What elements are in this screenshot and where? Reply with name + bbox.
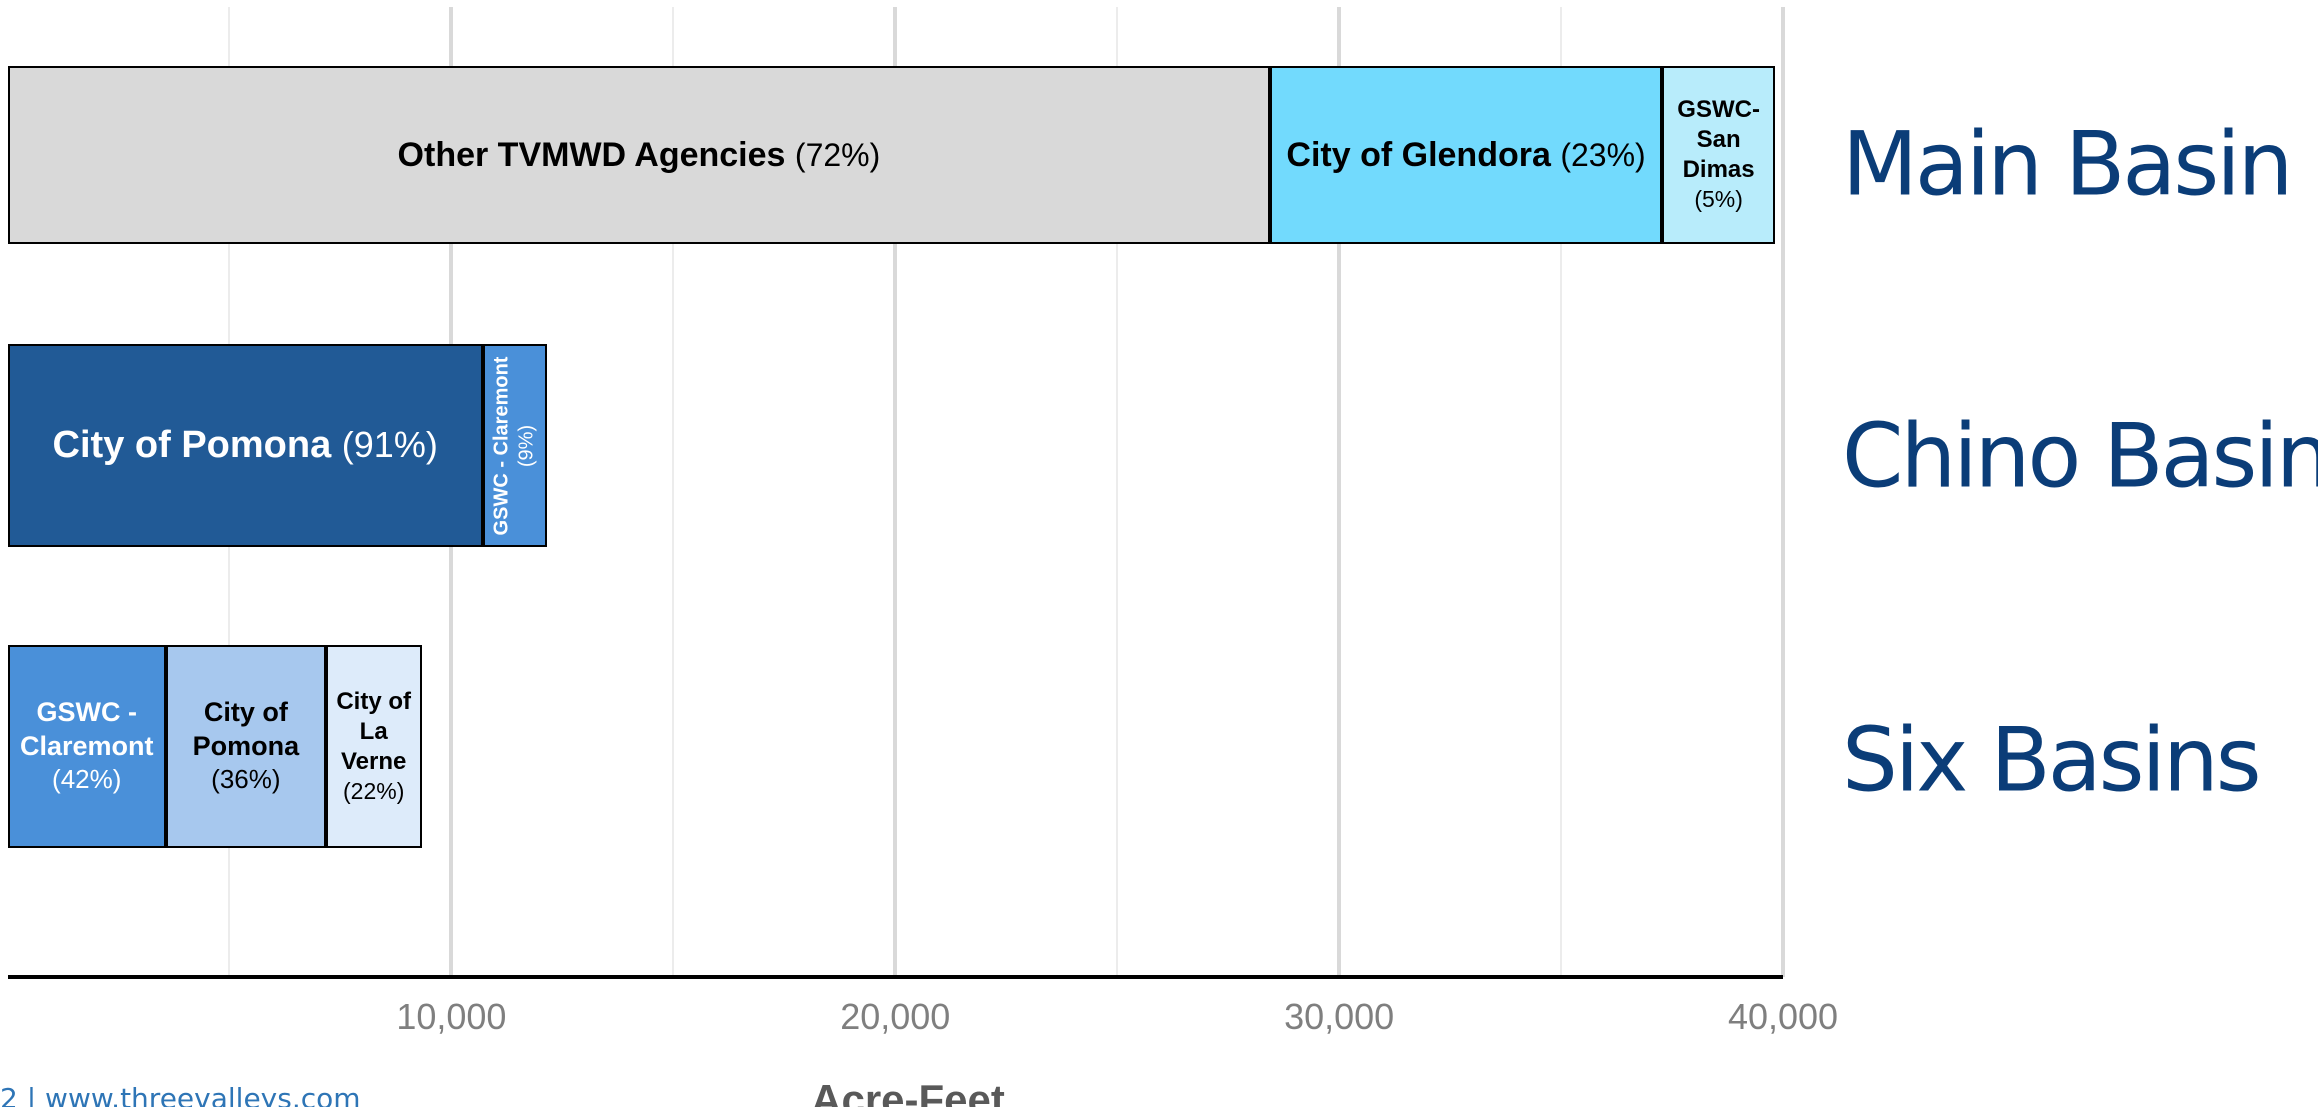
segment-name: City of La Verne xyxy=(336,687,412,775)
segment-label: GSWC - Claremont (9%) xyxy=(490,352,540,539)
segment-label: City of Pomona (91%) xyxy=(49,422,442,470)
segment-percent: (22%) xyxy=(343,777,405,804)
x-tick-label: 20,000 xyxy=(840,996,951,1037)
minor-grid-line xyxy=(672,7,675,977)
category-label: Chino Basin xyxy=(1842,404,2318,508)
segment-name: City of Glendora xyxy=(1286,135,1551,174)
segment-label: City of Pomona (36%) xyxy=(168,696,324,797)
grid-line xyxy=(1337,7,1342,977)
segment-percent: (9%) xyxy=(515,424,538,467)
segment-percent: (5%) xyxy=(1694,186,1743,212)
segment-label: City of Glendora (23%) xyxy=(1282,134,1649,177)
segment-label: GSWC - Claremont (42%) xyxy=(10,696,164,797)
segment-name: GSWC - Claremont xyxy=(490,356,513,535)
grid-line xyxy=(1781,7,1785,977)
bar-segment: GSWC - Claremont (42%) xyxy=(7,645,166,848)
x-tick-label: 10,000 xyxy=(396,996,507,1037)
bar-segment: GSWC-San Dimas (5%) xyxy=(1661,66,1776,244)
segment-label: Other TVMWD Agencies (72%) xyxy=(394,134,885,177)
segment-name: GSWC-San Dimas xyxy=(1677,96,1760,183)
bar-segment: Other TVMWD Agencies (72%) xyxy=(7,66,1271,244)
segment-name: City of Pomona xyxy=(192,696,300,761)
segment-label: City of La Verne (22%) xyxy=(328,687,420,807)
x-tick-label: 30,000 xyxy=(1284,996,1395,1037)
segment-label: GSWC-San Dimas (5%) xyxy=(1664,95,1774,215)
segment-percent: (36%) xyxy=(211,764,281,795)
segment-percent: (42%) xyxy=(52,764,122,795)
grid-line xyxy=(893,7,898,977)
bar-segment: City of Pomona (36%) xyxy=(165,645,326,848)
segment-percent: (23%) xyxy=(1560,136,1646,173)
footer: 2 | www.threevalleys.com xyxy=(0,1082,361,1107)
x-tick-label: 40,000 xyxy=(1727,996,1839,1037)
bar-segment: City of Pomona (91%) xyxy=(7,344,483,547)
segment-name: City of Pomona xyxy=(52,423,332,466)
segment-name: GSWC - Claremont xyxy=(19,696,154,761)
minor-grid-line xyxy=(1560,7,1563,977)
x-axis-line xyxy=(7,975,1783,979)
category-label: Six Basins xyxy=(1842,708,2262,812)
bar-segment: City of La Verne (22%) xyxy=(325,645,422,848)
minor-grid-line xyxy=(1116,7,1119,977)
bar-segment: City of Glendora (23%) xyxy=(1270,66,1662,244)
segment-percent: (91%) xyxy=(341,423,438,465)
x-axis-title: Acre-Feet xyxy=(811,1076,1005,1107)
bar-segment: GSWC - Claremont (9%) xyxy=(482,344,547,547)
category-label: Main Basin xyxy=(1842,112,2293,216)
segment-percent: (72%) xyxy=(794,136,881,173)
segment-name: Other TVMWD Agencies xyxy=(397,135,786,174)
